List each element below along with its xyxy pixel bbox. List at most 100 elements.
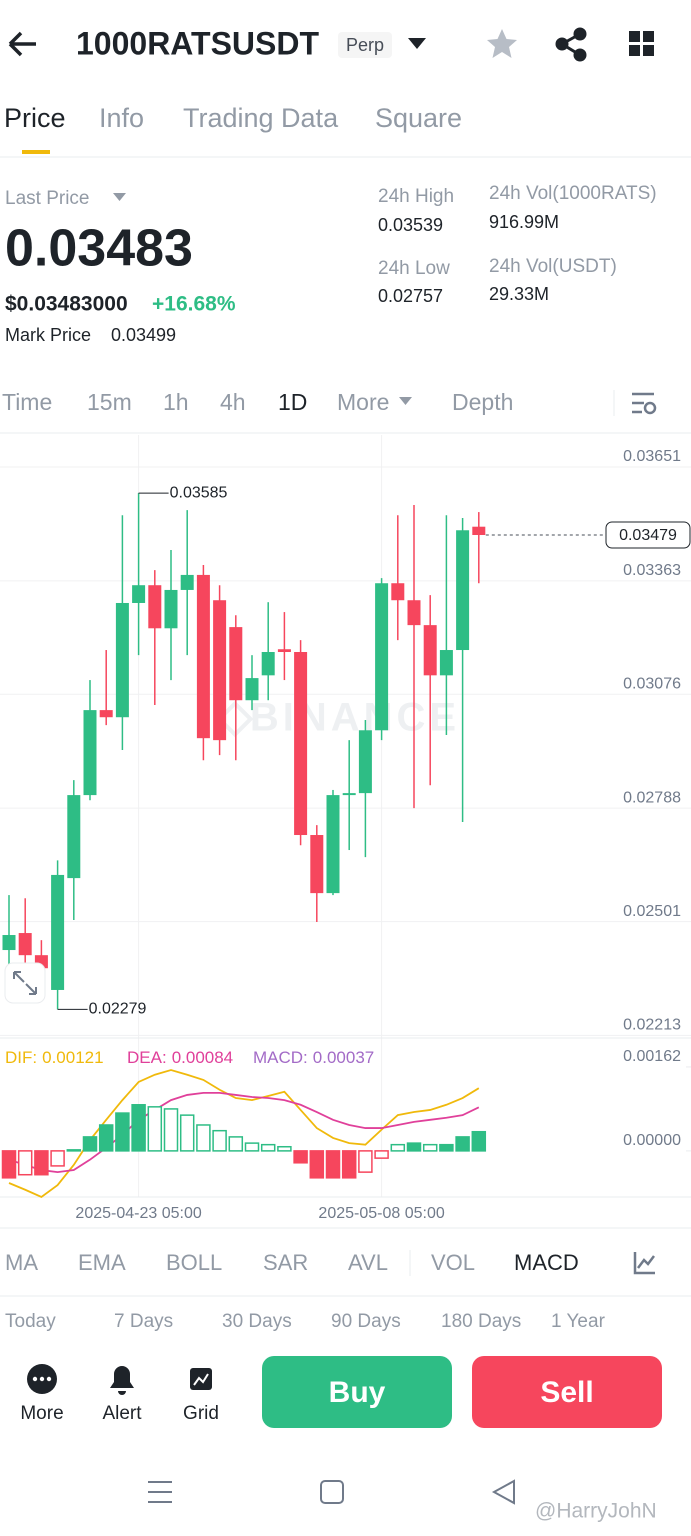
sell-button[interactable] — [472, 1356, 662, 1428]
candle-body — [294, 652, 308, 836]
candle-body — [456, 530, 470, 651]
indicator[interactable]: MA — [5, 1250, 38, 1275]
grid-icon[interactable] — [190, 1368, 212, 1390]
candle-body — [83, 710, 97, 796]
macd-bar — [277, 1145, 292, 1152]
nav-recents[interactable] — [148, 1481, 172, 1503]
menu-icon[interactable] — [629, 31, 654, 56]
candle-body — [51, 874, 65, 990]
macd-bar — [147, 1106, 163, 1152]
tab[interactable]: Square — [375, 103, 462, 133]
period[interactable]: 180 Days — [441, 1311, 521, 1332]
period[interactable]: 1 Year — [551, 1311, 606, 1332]
buy-button[interactable] — [262, 1356, 452, 1428]
macd-bar — [439, 1143, 454, 1152]
last-price-usd: $0.03483000 — [5, 293, 128, 316]
alert-icon[interactable] — [110, 1366, 134, 1395]
last-price-label: 0.03479 — [619, 527, 677, 544]
more-caret[interactable] — [399, 397, 412, 405]
share-icon[interactable] — [555, 27, 587, 62]
interval[interactable]: 15m — [87, 389, 132, 415]
last-price-label: Last Price — [5, 188, 89, 209]
macd-legend: MACD: 0.00037 — [253, 1048, 374, 1067]
candle-body — [310, 835, 324, 894]
y-tick-label: 0.00162 — [623, 1048, 681, 1065]
macd-bar — [163, 1108, 179, 1152]
watermark-logo — [216, 700, 254, 738]
macd-bar — [390, 1143, 406, 1152]
legend-name: DIF: — [5, 1048, 37, 1067]
y-tick-label: 0.03651 — [623, 448, 681, 465]
macd-bar — [50, 1150, 65, 1167]
candle-body — [277, 649, 291, 653]
macd-bar — [293, 1150, 308, 1164]
last-price-caret[interactable] — [113, 193, 126, 201]
candle-body — [342, 793, 356, 796]
legend-value: 0.00121 — [42, 1048, 103, 1067]
indicator-settings-icon[interactable] — [633, 1252, 655, 1275]
macd-bar — [358, 1150, 373, 1173]
candle-body — [115, 602, 129, 718]
macd-bar — [374, 1150, 389, 1159]
price-chart: BINANCE 0.03651 0.03363 0.03076 0.02788 0.025… — [0, 435, 691, 1222]
candle-body — [196, 574, 210, 739]
indicator[interactable]: AVL — [348, 1250, 388, 1275]
period[interactable]: 30 Days — [222, 1311, 292, 1332]
macd-bar — [309, 1150, 325, 1179]
period[interactable]: 7 Days — [114, 1311, 173, 1332]
interval[interactable]: 1D — [278, 389, 307, 415]
y-tick-label: 0.03363 — [623, 562, 681, 579]
toolbar-label[interactable]: Alert — [102, 1403, 142, 1424]
candle-body — [472, 526, 486, 536]
legend-name: MACD: — [253, 1048, 308, 1067]
vol-quote-label: 24h Vol(USDT) — [489, 256, 617, 277]
buy-label[interactable]: Buy — [329, 1376, 386, 1409]
symbol-caret[interactable] — [408, 38, 426, 49]
tab[interactable]: Price — [4, 103, 66, 133]
back-icon[interactable] — [8, 31, 36, 57]
macd-bar — [325, 1150, 341, 1179]
favorite-icon[interactable] — [487, 29, 517, 58]
vol-base: 916.99M — [489, 212, 559, 232]
indicator[interactable]: SAR — [263, 1250, 308, 1275]
indicator[interactable]: VOL — [431, 1250, 475, 1275]
candle-body — [423, 625, 437, 676]
more-icon[interactable] — [27, 1364, 57, 1394]
candle-body — [164, 589, 178, 629]
candle-body — [358, 730, 372, 794]
tab[interactable]: Info — [99, 103, 144, 133]
nav-home[interactable] — [320, 1480, 344, 1504]
period[interactable]: Today — [5, 1311, 56, 1332]
interval[interactable]: 1h — [163, 389, 189, 415]
chart-settings-icon[interactable] — [632, 392, 657, 415]
sell-label[interactable]: Sell — [540, 1376, 593, 1409]
toolbar-label[interactable]: Grid — [183, 1403, 219, 1424]
interval[interactable]: Depth — [452, 389, 513, 415]
interval[interactable]: 4h — [220, 389, 246, 415]
indicator[interactable]: MACD — [514, 1250, 579, 1275]
macd-line — [8, 1091, 480, 1174]
chart-watermark: BINANCE — [250, 696, 460, 740]
y-tick-label: 0.02501 — [623, 903, 681, 920]
indicator[interactable]: EMA — [78, 1250, 126, 1275]
expand-button[interactable] — [4, 962, 46, 1004]
candle-body — [180, 574, 194, 590]
symbol[interactable]: 1000RATSUSDT — [76, 25, 319, 61]
expand-icon[interactable] — [13, 971, 37, 995]
indicator[interactable]: BOLL — [166, 1250, 222, 1275]
period[interactable]: 90 Days — [331, 1311, 401, 1332]
interval[interactable]: Time — [2, 389, 52, 415]
macd-bar — [244, 1142, 260, 1152]
macd-bar — [341, 1150, 357, 1179]
candle-body — [326, 795, 340, 894]
toolbar-label[interactable]: More — [20, 1403, 63, 1424]
macd-bar — [196, 1124, 211, 1152]
candle-body — [213, 600, 227, 741]
tab[interactable]: Trading Data — [183, 103, 339, 133]
nav-back[interactable] — [491, 1479, 515, 1505]
macd-legend: DEA: 0.00084 — [127, 1048, 233, 1067]
low-value: 0.02757 — [378, 286, 443, 306]
interval[interactable]: More — [337, 389, 389, 415]
candle-body — [2, 935, 16, 951]
